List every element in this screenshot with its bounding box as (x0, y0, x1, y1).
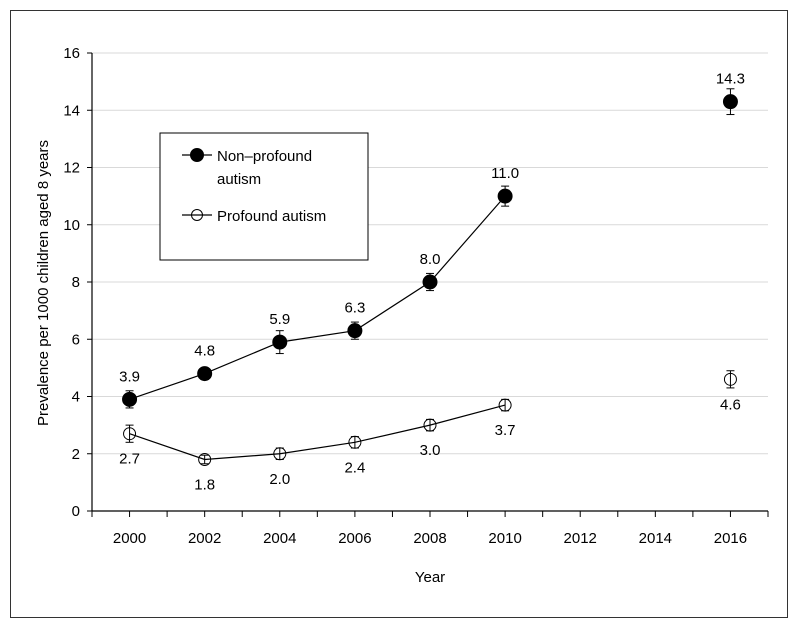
data-point-non-profound-autism (272, 334, 288, 350)
y-tick-label: 6 (72, 331, 80, 348)
data-point-profound-autism (123, 427, 137, 441)
data-labels: 3.9 4.8 5.9 6.3 8.0 11.0 14.3 2.7 1.8 2.0 2.4 3.0 3.… (119, 71, 745, 494)
data-label: 2.4 (344, 459, 365, 476)
legend: Non–profound autism Profound autism (159, 132, 369, 261)
x-tick-label: 2006 (338, 530, 371, 547)
data-label: 6.3 (344, 300, 365, 317)
data-point-non-profound-autism (497, 188, 513, 204)
data-label: 3.0 (420, 442, 441, 459)
data-point-profound-autism (723, 372, 737, 386)
series-profound-autism (123, 370, 737, 466)
series-line-profound-autism (129, 404, 506, 461)
y-tick-label: 2 (72, 446, 80, 463)
data-point-profound-autism (198, 452, 212, 466)
x-tick-label: 2012 (564, 530, 597, 547)
axes: 0 2 4 6 8 10 12 14 16 2000 2002 2004 2006 2008 2010 201… (63, 45, 769, 547)
data-point-profound-autism (423, 418, 437, 432)
data-label: 3.9 (119, 368, 140, 385)
data-point-non-profound-autism (422, 274, 438, 290)
legend-label: Profound autism (217, 208, 326, 225)
series-layer (122, 88, 738, 466)
legend-label: autism (217, 171, 261, 188)
x-tick-label: 2016 (714, 530, 747, 547)
data-label: 4.8 (194, 343, 215, 360)
data-label: 1.8 (194, 476, 215, 493)
legend-marker (191, 209, 203, 221)
data-label: 11.0 (491, 165, 519, 182)
y-tick-label: 16 (63, 45, 80, 62)
data-label: 14.3 (716, 71, 745, 88)
y-axis-title: Prevalence per 1000 children aged 8 year… (35, 140, 52, 426)
data-point-non-profound-autism (122, 391, 138, 407)
y-tick-label: 4 (72, 389, 80, 406)
data-point-non-profound-autism (197, 366, 213, 382)
data-label: 2.0 (269, 471, 290, 488)
x-tick-label: 2010 (488, 530, 521, 547)
data-point-non-profound-autism (347, 323, 363, 339)
legend-label: Non–profound (217, 148, 312, 165)
chart-frame (10, 10, 788, 618)
y-tick-label: 0 (72, 503, 80, 520)
data-label: 3.7 (495, 422, 516, 439)
series-non-profound-autism (122, 88, 738, 409)
data-point-non-profound-autism (722, 94, 738, 110)
data-label: 5.9 (269, 311, 290, 328)
x-axis-title: Year (415, 569, 445, 586)
data-label: 4.6 (720, 396, 741, 413)
y-tick-label: 10 (63, 217, 80, 234)
x-tick-label: 2002 (188, 530, 221, 547)
y-tick-label: 14 (63, 102, 80, 119)
data-point-profound-autism (348, 435, 362, 449)
x-tick-label: 2000 (113, 530, 146, 547)
y-tick-label: 8 (72, 274, 80, 291)
series-line-non-profound-autism (129, 195, 506, 400)
data-label: 8.0 (420, 251, 441, 268)
data-point-profound-autism (273, 447, 287, 461)
x-tick-label: 2014 (639, 530, 672, 547)
data-label: 2.7 (119, 451, 140, 468)
x-tick-label: 2004 (263, 530, 296, 547)
x-tick-label: 2008 (413, 530, 446, 547)
data-point-profound-autism (498, 398, 512, 412)
legend-marker (190, 148, 204, 162)
y-tick-label: 12 (63, 160, 80, 177)
